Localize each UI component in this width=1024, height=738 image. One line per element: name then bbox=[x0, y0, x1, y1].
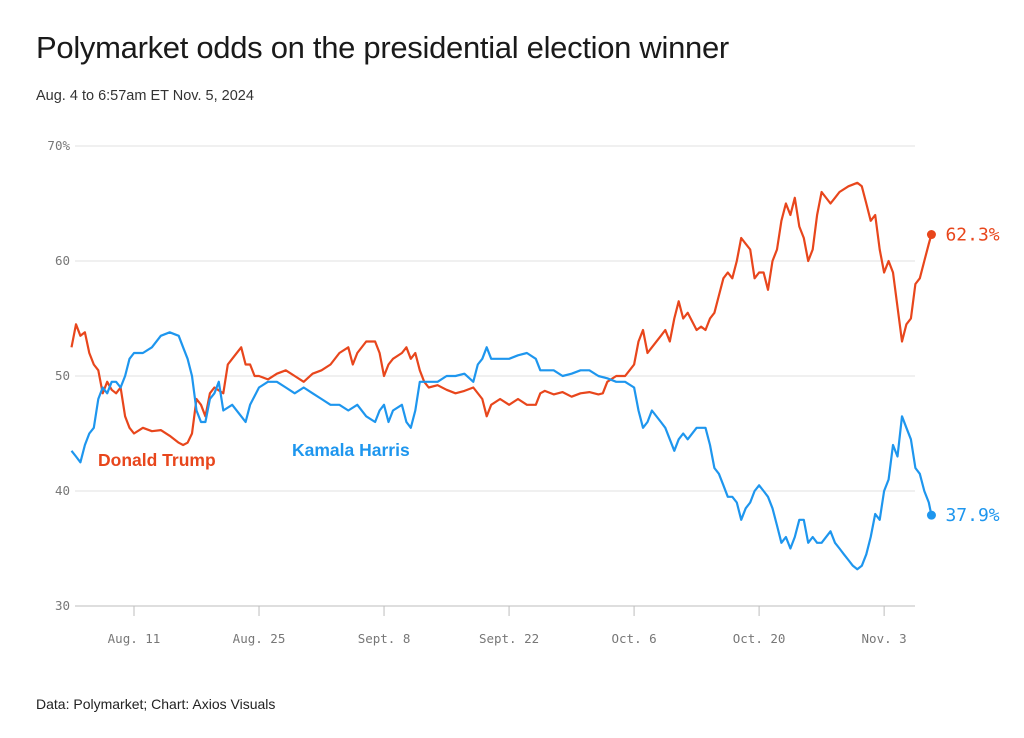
line-chart: 70% 60 50 40 30 Aug. 11 Aug. 25 Sept. 8 Sept. 2… bbox=[47, 138, 1000, 646]
chart-title: Polymarket odds on the presidential elec… bbox=[36, 30, 729, 65]
series-lines bbox=[70, 181, 933, 571]
end-point-trump bbox=[926, 230, 936, 240]
x-tick-label: Aug. 11 bbox=[108, 631, 161, 646]
series-labels: Donald Trump Kamala Harris bbox=[98, 440, 410, 470]
end-point-harris bbox=[926, 510, 936, 520]
x-tick-label: Sept. 8 bbox=[358, 631, 411, 646]
series-label-harris: Kamala Harris bbox=[292, 440, 410, 460]
x-axis-ticks: Aug. 11 Aug. 25 Sept. 8 Sept. 22 Oct. 6 Oct. … bbox=[108, 606, 907, 646]
y-tick-label: 60 bbox=[55, 253, 70, 268]
end-value-harris: 37.9% bbox=[945, 505, 999, 526]
y-tick-label: 30 bbox=[55, 598, 70, 613]
x-tick-label: Aug. 25 bbox=[233, 631, 286, 646]
chart-source: Data: Polymarket; Chart: Axios Visuals bbox=[36, 696, 276, 712]
x-tick-label: Nov. 3 bbox=[862, 631, 907, 646]
x-tick-label: Oct. 20 bbox=[733, 631, 786, 646]
x-tick-label: Oct. 6 bbox=[612, 631, 657, 646]
series-line-trump bbox=[70, 181, 933, 447]
y-tick-label: 40 bbox=[55, 483, 70, 498]
series-label-trump: Donald Trump bbox=[98, 450, 216, 470]
y-tick-label: 50 bbox=[55, 368, 70, 383]
y-axis-ticks: 70% 60 50 40 30 bbox=[47, 138, 70, 613]
end-value-trump: 62.3% bbox=[945, 225, 999, 246]
grid-lines bbox=[75, 145, 915, 607]
end-markers: 62.3% 37.9% bbox=[926, 225, 1000, 526]
y-tick-label: 70% bbox=[47, 138, 70, 153]
chart-subtitle: Aug. 4 to 6:57am ET Nov. 5, 2024 bbox=[36, 88, 254, 104]
x-tick-label: Sept. 22 bbox=[479, 631, 539, 646]
series-line-harris bbox=[70, 331, 933, 571]
